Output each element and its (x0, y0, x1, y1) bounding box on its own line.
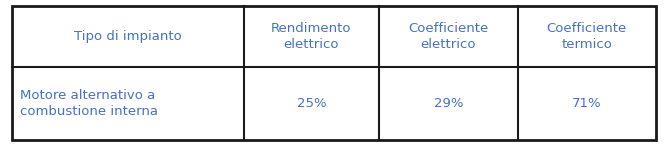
Text: Coefficiente
elettrico: Coefficiente elettrico (408, 22, 488, 51)
Text: 29%: 29% (434, 97, 463, 110)
Text: Motore alternativo a
combustione interna: Motore alternativo a combustione interna (20, 89, 158, 118)
Text: 71%: 71% (572, 97, 602, 110)
Text: Rendimento
elettrico: Rendimento elettrico (271, 22, 352, 51)
Text: Coefficiente
termico: Coefficiente termico (546, 22, 627, 51)
Text: Tipo di impianto: Tipo di impianto (74, 30, 182, 43)
Text: 25%: 25% (297, 97, 326, 110)
